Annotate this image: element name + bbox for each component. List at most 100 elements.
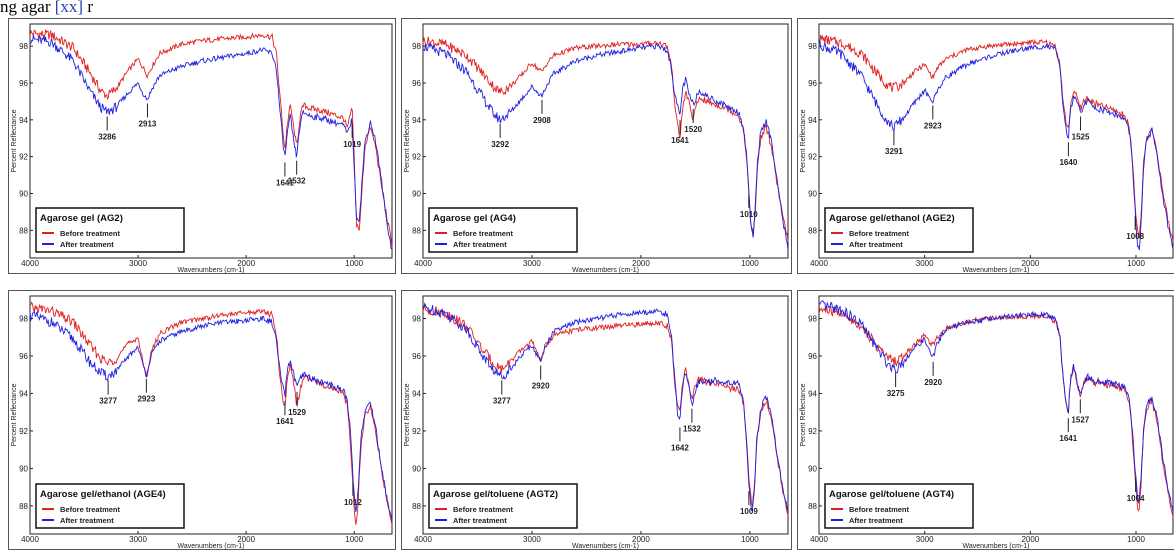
y-tick-label: 98	[412, 42, 421, 51]
peak-label: 3277	[99, 397, 117, 406]
legend-box	[35, 483, 185, 529]
plot-area-border	[29, 295, 393, 535]
legend-box	[824, 483, 974, 529]
legend-label: Before treatment	[849, 229, 910, 238]
chart-title: Agarose gel (AG4)	[433, 213, 516, 224]
spectrum-panel-5: 88 90 92 94 96 98 4000 3000 2000 1000 Wavenumbers …	[401, 290, 792, 550]
chart-title: Agarose gel/ethanol (AGE2)	[829, 213, 955, 224]
x-tick-label: 3000	[129, 535, 147, 544]
spectrum-chart-svg: 88 90 92 94 96 98 4000 3000 2000 1000 Wavenumbers …	[8, 290, 396, 550]
x-tick-label: 3000	[523, 259, 541, 268]
y-tick-label: 94	[412, 116, 421, 125]
x-tick-label: 2000	[237, 535, 255, 544]
series-line-before	[29, 301, 393, 525]
y-tick-label: 90	[412, 190, 421, 199]
legend-label: After treatment	[453, 516, 507, 525]
y-tick-label: 94	[19, 389, 28, 398]
y-tick-label: 96	[808, 79, 817, 88]
series-line-after	[29, 34, 393, 250]
legend-label: After treatment	[60, 240, 114, 249]
x-tick-label: 3000	[523, 535, 541, 544]
peak-label: 1520	[684, 125, 702, 134]
y-tick-label: 92	[412, 153, 421, 162]
y-tick-label: 92	[412, 427, 421, 436]
chart-title: Agarose gel/ethanol (AGE4)	[40, 489, 166, 500]
y-tick-label: 90	[19, 190, 28, 199]
peak-label: 2923	[924, 121, 942, 130]
y-tick-label: 96	[19, 79, 28, 88]
peak-label: 1009	[740, 507, 758, 516]
series-line-after	[818, 300, 1174, 514]
legend-label: Before treatment	[60, 229, 121, 238]
peak-label: 1019	[343, 140, 361, 149]
plot-area-border	[29, 23, 393, 259]
x-tick-label: 2000	[237, 259, 255, 268]
y-tick-label: 94	[808, 389, 817, 398]
plot-area-border	[818, 23, 1174, 259]
y-tick-label: 94	[412, 389, 421, 398]
y-tick-label: 98	[808, 314, 817, 323]
y-tick-label: 90	[808, 464, 817, 473]
y-tick-label: 88	[412, 502, 421, 511]
y-tick-label: 92	[19, 153, 28, 162]
peak-label: 2913	[139, 120, 157, 129]
x-tick-label: 4000	[21, 259, 39, 268]
x-axis-label: Wavenumbers (cm-1)	[177, 267, 244, 274]
peak-label: 1641	[1059, 434, 1077, 443]
y-tick-label: 88	[808, 502, 817, 511]
y-tick-label: 88	[808, 226, 817, 235]
series-line-after	[818, 39, 1174, 251]
legend-label: After treatment	[453, 240, 507, 249]
caption-citation-link[interactable]: [xx]	[54, 0, 84, 16]
chart-title: Agarose gel (AG2)	[40, 213, 123, 224]
x-tick-label: 1000	[345, 535, 363, 544]
spectrum-chart-svg: 88 90 92 94 96 98 4000 3000 2000 1000 Wavenumbers …	[797, 290, 1174, 550]
legend-box	[35, 207, 185, 253]
peak-label: 3277	[493, 397, 511, 406]
spectrum-chart-svg: 88 90 92 94 96 98 4000 3000 2000 1000 Wavenumbers …	[797, 18, 1174, 274]
legend-label: After treatment	[849, 516, 903, 525]
spectrum-panel-3: 88 90 92 94 96 98 4000 3000 2000 1000 Wavenumbers …	[797, 18, 1174, 274]
series-line-before	[818, 34, 1174, 243]
x-tick-label: 4000	[810, 535, 828, 544]
peak-label: 1640	[1059, 158, 1077, 167]
peak-label: 1641	[276, 417, 294, 426]
peak-label: 1008	[1126, 232, 1144, 241]
x-tick-label: 2000	[632, 259, 650, 268]
spectrum-chart-svg: 88 90 92 94 96 98 4000 3000 2000 1000 Wavenumbers …	[401, 290, 792, 550]
x-axis-label: Wavenumbers (cm-1)	[962, 267, 1029, 274]
peak-label: 1010	[740, 210, 758, 219]
peak-label: 3292	[491, 140, 509, 149]
spectrum-chart-svg: 88 90 92 94 96 98 4000 3000 2000 1000 Wavenumbers …	[401, 18, 792, 274]
peak-label: 3291	[885, 147, 903, 156]
y-tick-label: 90	[808, 190, 817, 199]
x-tick-label: 3000	[916, 259, 934, 268]
x-axis-label: Wavenumbers (cm-1)	[572, 267, 639, 274]
series-line-before	[422, 304, 789, 517]
peak-label: 1004	[1127, 494, 1145, 503]
legend-label: Before treatment	[453, 505, 514, 514]
y-axis-label: Percent Reflectance	[404, 383, 411, 446]
spectrum-panel-2: 88 90 92 94 96 98 4000 3000 2000 1000 Wavenumbers …	[401, 18, 792, 274]
y-tick-label: 92	[808, 427, 817, 436]
y-tick-label: 88	[19, 502, 28, 511]
series-line-before	[29, 29, 393, 248]
x-tick-label: 1000	[1127, 535, 1145, 544]
caption-text-before: ng agar	[0, 0, 51, 16]
x-axis-label: Wavenumbers (cm-1)	[177, 543, 244, 550]
y-axis-label: Percent Reflectance	[11, 109, 18, 172]
y-axis-label: Percent Reflectance	[404, 109, 411, 172]
x-tick-label: 4000	[414, 259, 432, 268]
peak-label: 1529	[288, 408, 306, 417]
y-tick-label: 88	[19, 226, 28, 235]
x-tick-label: 2000	[1021, 259, 1039, 268]
series-line-after	[422, 302, 789, 511]
peak-label: 3275	[887, 389, 905, 398]
x-tick-label: 4000	[414, 535, 432, 544]
y-tick-label: 90	[412, 464, 421, 473]
peak-label: 2920	[924, 378, 942, 387]
peak-label: 2920	[532, 382, 550, 391]
peak-label: 1641	[671, 136, 689, 145]
legend-label: After treatment	[60, 516, 114, 525]
legend-box	[428, 483, 578, 529]
